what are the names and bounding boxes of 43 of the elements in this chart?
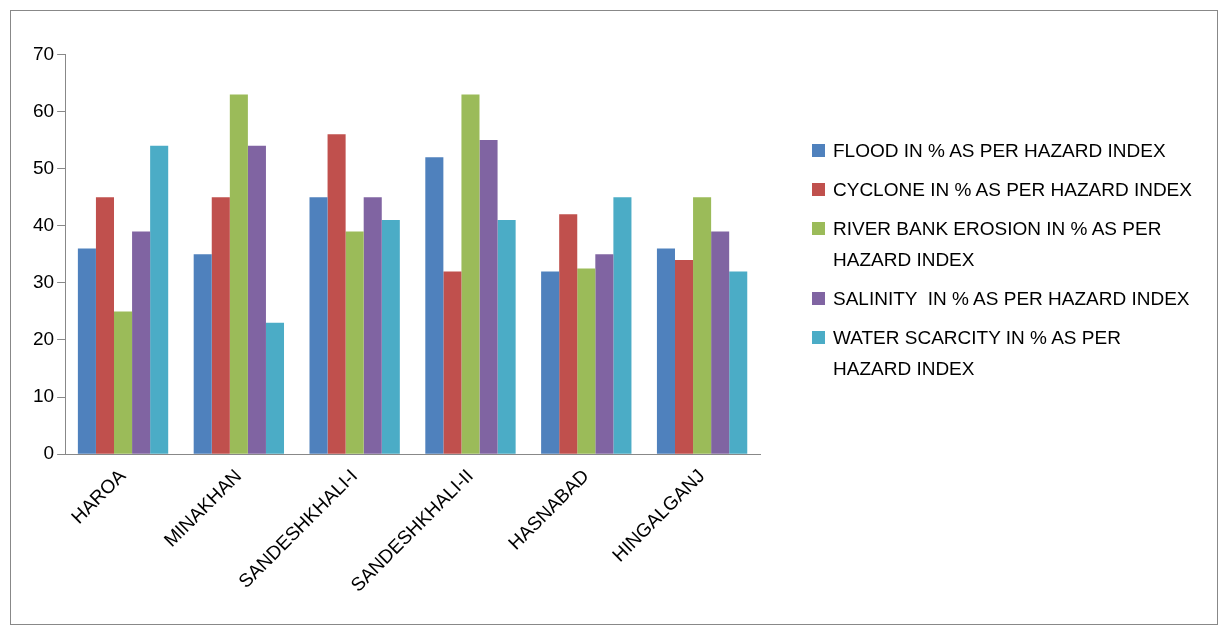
legend-label: FLOOD IN % AS PER HAZARD INDEX — [833, 139, 1166, 163]
bar — [95, 197, 115, 454]
bar — [309, 197, 328, 454]
bar — [345, 231, 364, 454]
legend-label: WATER SCARCITY IN % AS PER HAZARD INDEX — [833, 326, 1122, 381]
bar — [327, 134, 346, 454]
legend-label: SALINITY IN % AS PER HAZARD INDEX — [833, 287, 1190, 311]
bar — [541, 271, 560, 454]
bar — [577, 268, 596, 454]
y-tick-label: 40 — [32, 213, 55, 235]
bar — [211, 197, 230, 454]
bar — [461, 94, 480, 454]
y-tick-label: 30 — [32, 271, 55, 293]
bar — [675, 259, 694, 454]
bar — [77, 248, 96, 454]
bar — [150, 145, 169, 454]
bar — [479, 140, 498, 454]
bar — [443, 271, 462, 454]
y-tick-label: 10 — [32, 385, 55, 407]
bar — [497, 220, 516, 454]
bar — [693, 197, 712, 454]
legend-label: RIVER BANK EROSION IN % AS PER HAZARD INDEX — [833, 217, 1163, 272]
bar — [247, 145, 266, 454]
bar — [265, 322, 285, 454]
y-tick-label: 20 — [32, 328, 55, 350]
bar — [729, 271, 748, 454]
bar — [595, 254, 614, 454]
bar — [363, 197, 382, 454]
y-tick-label: 0 — [43, 442, 55, 464]
bar — [114, 311, 133, 454]
bar — [613, 197, 632, 454]
bar — [229, 94, 248, 454]
y-tick-label: 60 — [32, 99, 55, 121]
bar — [381, 220, 400, 454]
y-tick-label: 70 — [32, 42, 55, 64]
legend-label: CYCLONE IN % AS PER HAZARD INDEX — [833, 178, 1192, 202]
y-tick-label: 50 — [32, 156, 55, 178]
bar — [193, 254, 212, 454]
bar — [132, 231, 151, 454]
bar — [425, 157, 444, 454]
bar — [711, 231, 730, 454]
bar — [656, 248, 675, 454]
bar — [559, 214, 578, 454]
